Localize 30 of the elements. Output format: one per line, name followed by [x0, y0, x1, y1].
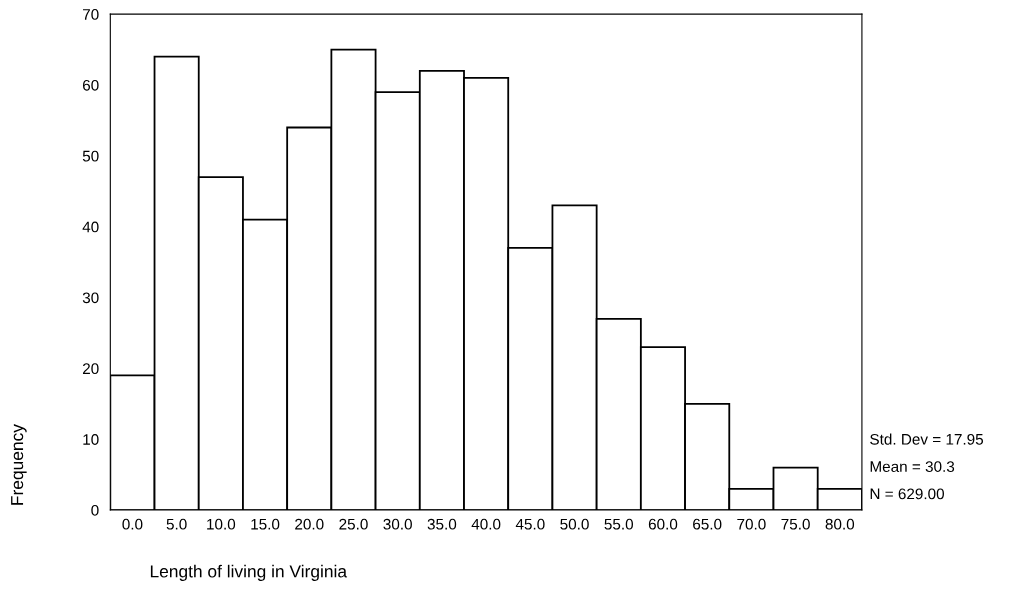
- x-tick-label: 65.0: [693, 518, 722, 530]
- x-tick-label: 50.0: [560, 518, 589, 530]
- y-tick-label: 10: [83, 434, 99, 445]
- x-tick-label: 25.0: [339, 518, 368, 530]
- x-axis-title: Length of living in Virginia: [150, 564, 348, 581]
- text: N = 629.00: [870, 488, 945, 500]
- y-tick-label: 40: [82, 221, 99, 233]
- y-tick-label: 30: [82, 292, 99, 304]
- x-tick-label: 60.0: [648, 518, 678, 530]
- y-axis-title: Frequency: [11, 424, 27, 505]
- y-tick-label: 70: [83, 9, 99, 20]
- x-tick-label: 40.0: [471, 518, 501, 530]
- x-tick-label: 70.0: [737, 518, 766, 530]
- x-tick-label: 0.0: [122, 518, 143, 530]
- y-tick-label: 0: [91, 504, 99, 516]
- text: Mean = 30.3: [870, 461, 955, 472]
- y-tick-label: 50: [82, 150, 99, 162]
- x-tick-label: 35.0: [427, 518, 457, 530]
- x-tick-label: 10.0: [207, 518, 236, 530]
- x-tick-label: 45.0: [515, 518, 545, 530]
- text: Std. Dev = 17.95: [870, 433, 984, 445]
- y-tick-label: 60: [82, 79, 99, 91]
- x-tick-label: 30.0: [383, 518, 412, 530]
- x-tick-label: 80.0: [825, 518, 855, 530]
- x-tick-label: 15.0: [251, 518, 280, 530]
- y-tick-label: 20: [82, 363, 99, 375]
- x-tick-label: 5.0: [166, 518, 187, 530]
- x-tick-label: 55.0: [604, 518, 634, 530]
- x-tick-label: 75.0: [781, 518, 810, 530]
- x-tick-label: 20.0: [295, 518, 324, 530]
